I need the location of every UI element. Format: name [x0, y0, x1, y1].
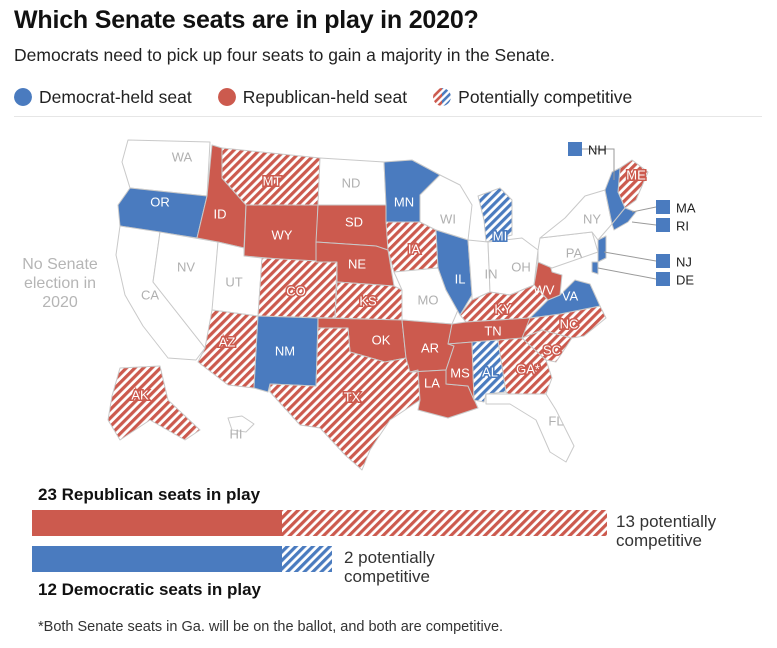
- competitive-dot-icon: [433, 88, 452, 106]
- state-label-mo: MO: [418, 292, 439, 307]
- state-label-nv: NV: [177, 259, 195, 274]
- page-subtitle: Democrats need to pick up four seats to …: [14, 45, 555, 65]
- state-label-ok: OK: [372, 332, 391, 347]
- small-dem-state-1: [611, 207, 637, 231]
- state-label-mn: MN: [394, 194, 414, 209]
- state-label-or: OR: [150, 194, 170, 209]
- state-label-nd: ND: [342, 175, 361, 190]
- callout-line-ma: [631, 206, 657, 213]
- state-label-wa: WA: [172, 149, 193, 164]
- no-election-note: No Senate election in 2020: [22, 256, 98, 311]
- state-label-al: AL: [482, 364, 498, 379]
- state-label-tn: TN: [484, 323, 501, 338]
- callout-box-nh: [568, 142, 582, 156]
- state-label-pa: PA: [566, 245, 583, 260]
- legend-label-competitive: Potentially competitive: [458, 86, 633, 107]
- state-label-tx: TX: [344, 389, 361, 404]
- state-label-ar: AR: [421, 340, 439, 355]
- legend-divider: [14, 116, 762, 117]
- state-label-az: AZ: [219, 334, 236, 349]
- callout-label-nh: NH: [588, 142, 607, 157]
- legend-item-competitive: Potentially competitive: [433, 87, 632, 108]
- callout-box-ri: [656, 218, 670, 232]
- state-label-ks: KS: [359, 293, 377, 308]
- state-mi: [477, 187, 513, 243]
- state-label-sc: SC: [543, 342, 561, 357]
- dem-bar-note: 2 potentially competitive: [344, 548, 435, 586]
- state-label-ky: KY: [494, 301, 512, 316]
- state-label-mi: MI: [493, 228, 507, 243]
- state-label-in: IN: [485, 266, 498, 281]
- legend-item-dem: Democrat-held seat: [14, 87, 192, 108]
- state-label-wy: WY: [272, 227, 293, 242]
- state-wi: [419, 174, 473, 241]
- state-label-ia: IA: [408, 241, 421, 256]
- callout-line-nj: [603, 251, 657, 262]
- callout-box-ma: [656, 200, 670, 214]
- rep-bar-competitive: [282, 510, 607, 536]
- callout-line-ri: [631, 221, 657, 226]
- state-label-sd: SD: [345, 214, 363, 229]
- legend-item-rep: Republican-held seat: [217, 86, 408, 108]
- legend-label-rep: Republican-held seat: [242, 86, 408, 107]
- state-label-mt: MT: [263, 173, 282, 188]
- state-label-wi: WI: [440, 211, 456, 226]
- state-hi: [227, 415, 255, 433]
- legend-label-dem: Democrat-held seat: [39, 86, 192, 107]
- state-label-fl: FL: [548, 413, 563, 428]
- state-tx: [269, 327, 421, 471]
- callout-box-de: [656, 272, 670, 286]
- state-label-ga: GA*: [516, 361, 540, 376]
- callout-line-de: [597, 267, 657, 280]
- state-label-ne: NE: [348, 256, 366, 271]
- state-fl: [485, 393, 575, 463]
- state-label-oh: OH: [511, 259, 531, 274]
- state-label-co: CO: [286, 283, 306, 298]
- state-label-nc: NC: [560, 316, 579, 331]
- dem-bar-safe: [32, 546, 282, 572]
- state-label-hi: HI: [230, 426, 243, 441]
- state-label-ny: NY: [583, 211, 601, 226]
- state-label-nm: NM: [275, 343, 295, 358]
- callout-box-nj: [656, 254, 670, 268]
- state-label-la: LA: [424, 375, 440, 390]
- callout-label-de: DE: [676, 272, 694, 287]
- legend: Democrat-held seat Republican-held seat: [14, 84, 658, 110]
- callout-label-ri: RI: [676, 218, 689, 233]
- state-label-ak: AK: [131, 387, 149, 402]
- rep-bar-note: 13 potentially competitive: [616, 512, 717, 550]
- footnote: *Both Senate seats in Ga. will be on the…: [38, 619, 504, 635]
- rep-bar-safe: [32, 510, 282, 536]
- page-title: Which Senate seats are in play in 2020?: [14, 6, 479, 34]
- small-dem-state-3: [591, 261, 599, 275]
- dem-bar-title: 12 Democratic seats in play: [38, 580, 262, 599]
- state-label-va: VA: [562, 288, 579, 303]
- state-label-me: ME: [626, 167, 646, 182]
- dem-dot-icon: [14, 88, 32, 106]
- state-ny: [539, 189, 613, 241]
- state-label-ca: CA: [141, 287, 159, 302]
- state-label-ms: MS: [450, 365, 470, 380]
- rep-dot-icon: [217, 88, 236, 106]
- state-wa: [121, 139, 211, 197]
- state-label-wv: WV: [534, 282, 555, 297]
- state-ak: [107, 365, 201, 441]
- state-label-il: IL: [455, 271, 466, 286]
- callout-label-nj: NJ: [676, 254, 692, 269]
- state-label-ut: UT: [225, 274, 242, 289]
- small-dem-state-2: [597, 235, 607, 263]
- state-label-id: ID: [214, 206, 227, 221]
- dem-bar-competitive: [282, 546, 332, 572]
- callout-line-nh: [582, 148, 615, 180]
- rep-bar-title: 23 Republican seats in play: [38, 485, 261, 504]
- callout-label-ma: MA: [676, 200, 696, 215]
- us-map: NH MA RI NJ DE WA OR CA NV ID MT WY UT AZ CO NM ND SD NE K…: [107, 139, 696, 471]
